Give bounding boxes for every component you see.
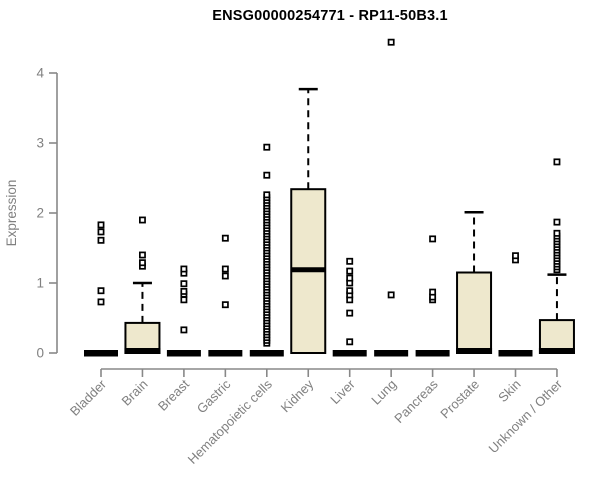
flat-box bbox=[166, 350, 201, 357]
flat-box bbox=[84, 350, 118, 357]
outlier-point bbox=[97, 287, 105, 295]
category-label: Gastric bbox=[194, 376, 234, 416]
flat-box bbox=[374, 350, 409, 357]
outlier-point bbox=[346, 309, 354, 317]
y-tick-label: 0 bbox=[36, 346, 44, 361]
outlier-point bbox=[97, 298, 105, 306]
outlier-point bbox=[180, 287, 188, 295]
flat-box bbox=[332, 350, 367, 357]
box bbox=[456, 271, 493, 354]
category-label: Prostate bbox=[437, 377, 482, 422]
outlier-point bbox=[139, 259, 146, 267]
outlier-point bbox=[139, 216, 146, 224]
outlier-point bbox=[180, 265, 188, 273]
flat-box bbox=[208, 350, 243, 357]
category-label: Brain bbox=[118, 377, 150, 409]
outlier-point bbox=[97, 228, 105, 236]
y-tick-label: 2 bbox=[36, 206, 44, 221]
outlier-point bbox=[346, 257, 354, 265]
box bbox=[124, 321, 161, 354]
flat-box bbox=[498, 350, 533, 357]
outlier-point bbox=[221, 265, 229, 273]
category-label: Pancreas bbox=[391, 376, 441, 426]
outlier-point bbox=[553, 158, 561, 166]
outlier-point bbox=[221, 301, 229, 309]
category-label: Lung bbox=[368, 377, 399, 408]
y-tick-label: 1 bbox=[36, 276, 44, 291]
outlier-point bbox=[180, 326, 188, 334]
outlier-point bbox=[97, 221, 105, 229]
outlier-point bbox=[221, 272, 229, 280]
outlier-point bbox=[387, 291, 395, 299]
outlier-point bbox=[263, 143, 271, 151]
outlier-point bbox=[180, 280, 188, 288]
category-label: Unknown / Other bbox=[485, 376, 565, 456]
category-label: Breast bbox=[155, 376, 192, 413]
outlier-point bbox=[263, 191, 271, 199]
chart-title: ENSG00000254771 - RP11-50B3.1 bbox=[212, 8, 448, 24]
outlier-point bbox=[553, 229, 561, 237]
y-tick-label: 4 bbox=[36, 66, 44, 81]
outlier-point bbox=[429, 288, 437, 296]
outlier-point bbox=[512, 252, 519, 260]
y-axis-title: Expression bbox=[4, 180, 19, 247]
flat-box bbox=[249, 350, 284, 357]
outlier-point bbox=[180, 296, 188, 304]
category-label: Bladder bbox=[67, 376, 110, 419]
category-label: Skin bbox=[495, 377, 523, 405]
outlier-point bbox=[553, 218, 561, 226]
category-label: Liver bbox=[327, 376, 358, 407]
outlier-point bbox=[387, 38, 395, 46]
outlier-point bbox=[139, 251, 146, 259]
category-label: Kidney bbox=[278, 376, 317, 415]
outlier-point bbox=[429, 235, 437, 243]
outlier-point bbox=[346, 287, 354, 295]
outlier-point bbox=[97, 236, 105, 244]
outlier-point bbox=[346, 267, 354, 275]
outlier-point bbox=[263, 171, 271, 179]
outlier-point bbox=[346, 338, 354, 346]
outlier-point bbox=[346, 274, 354, 282]
y-tick-label: 3 bbox=[36, 136, 44, 151]
outlier-point bbox=[221, 234, 229, 242]
flat-box bbox=[415, 350, 450, 357]
